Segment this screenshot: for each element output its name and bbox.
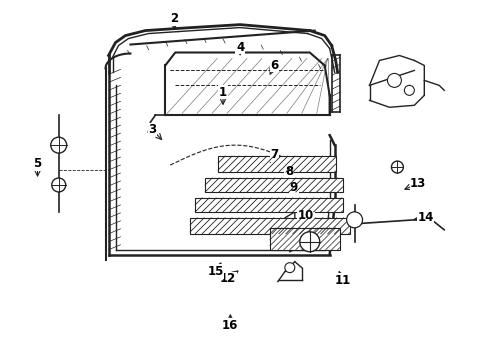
Text: 10: 10: [298, 210, 314, 222]
Text: 6: 6: [270, 59, 278, 72]
Bar: [190, 218, 349, 234]
Bar: [195, 198, 343, 212]
Circle shape: [404, 85, 415, 95]
Bar: [270, 228, 340, 250]
Text: 8: 8: [285, 165, 293, 177]
Circle shape: [51, 137, 67, 153]
Circle shape: [346, 212, 363, 228]
Text: 9: 9: [290, 181, 298, 194]
Bar: [205, 178, 343, 192]
Text: 5: 5: [33, 157, 42, 170]
Text: 2: 2: [170, 12, 178, 25]
Circle shape: [388, 73, 401, 87]
Text: 12: 12: [220, 272, 236, 285]
Text: 13: 13: [410, 177, 426, 190]
Circle shape: [300, 232, 319, 252]
Bar: [218, 156, 336, 172]
Text: 7: 7: [270, 148, 278, 161]
Text: 11: 11: [335, 274, 351, 287]
Circle shape: [392, 161, 403, 173]
Text: 15: 15: [208, 265, 224, 278]
Text: 3: 3: [148, 123, 156, 136]
Circle shape: [285, 263, 295, 273]
Text: 14: 14: [417, 211, 434, 224]
Circle shape: [52, 178, 66, 192]
Text: 4: 4: [236, 41, 244, 54]
Text: 16: 16: [222, 319, 239, 332]
Text: 1: 1: [219, 86, 227, 99]
